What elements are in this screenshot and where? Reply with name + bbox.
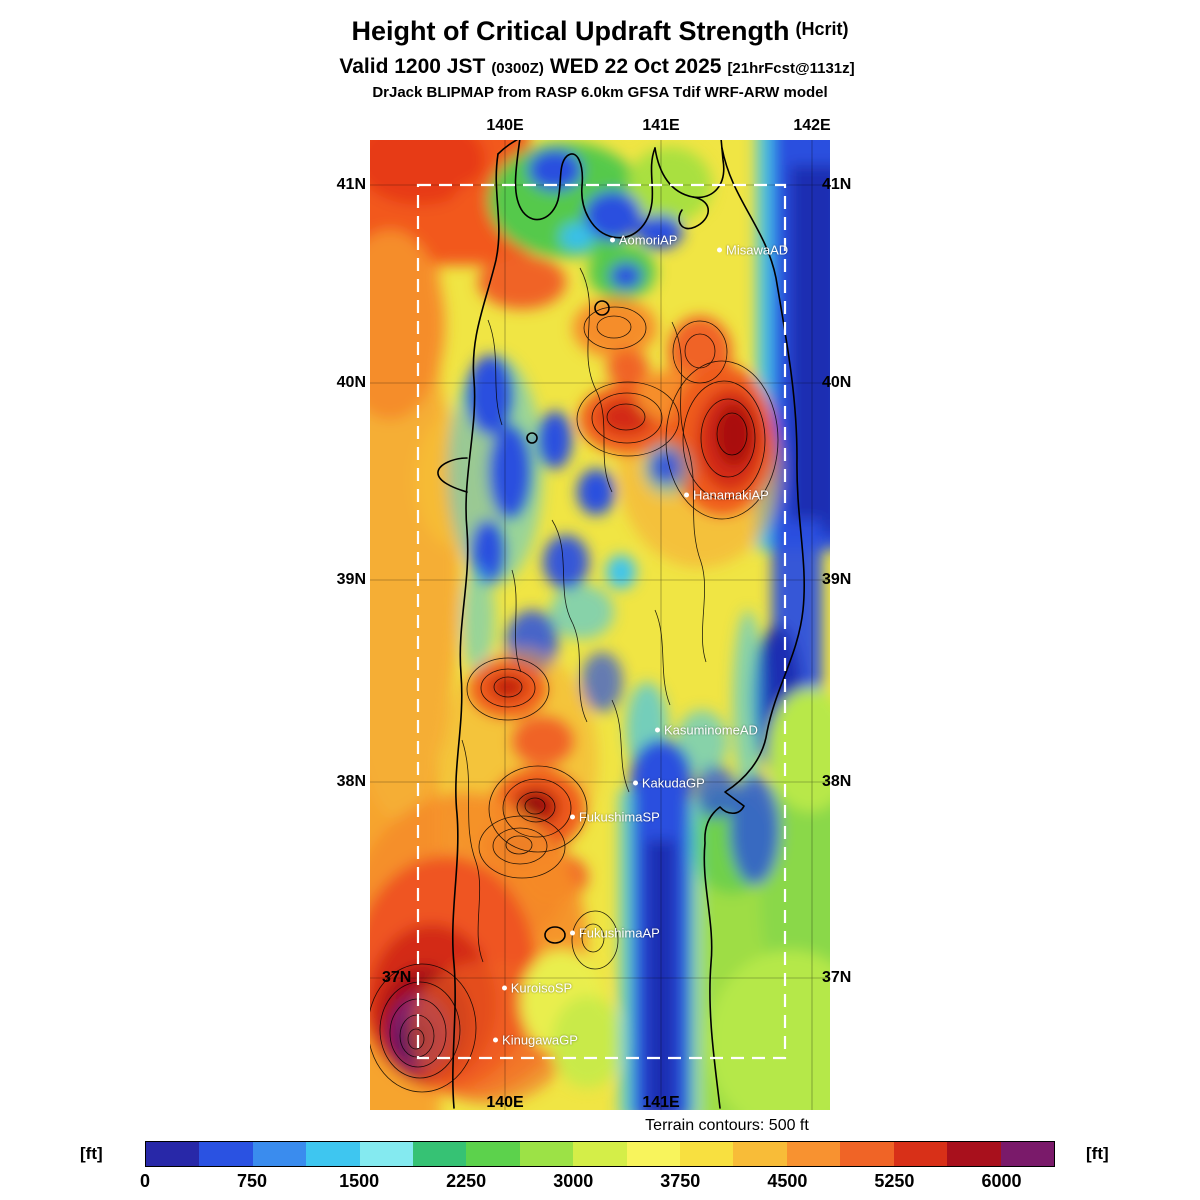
station-label: FukushimaAP bbox=[578, 925, 660, 941]
lat-label-39n-left: 39N bbox=[336, 571, 366, 588]
valid-time-line: Valid 1200 JST (0300Z) WED 22 Oct 2025 [21h… bbox=[0, 55, 1200, 79]
colorbar-segment bbox=[786, 1142, 841, 1166]
lat-label-37n-right: 37N bbox=[822, 969, 852, 986]
colorbar-tick-label: 3000 bbox=[553, 1171, 594, 1191]
lon-label-141e-bottom: 141E bbox=[642, 1094, 680, 1111]
station-label: FukushimaSP bbox=[578, 809, 660, 825]
colorbar-tick-label: 6000 bbox=[981, 1171, 1022, 1191]
colorbar-segment bbox=[840, 1142, 894, 1166]
station-label: HanamakiAP bbox=[692, 487, 769, 503]
station-marker-fukushima-ap: FukushimaAP bbox=[569, 925, 660, 941]
colorbar-tick-label: 750 bbox=[237, 1171, 268, 1191]
page-title: Height of Critical Updraft Strength bbox=[351, 16, 790, 46]
colorbar-segment bbox=[947, 1142, 1001, 1166]
station-marker-kuroiso-sp: KuroisoSP bbox=[501, 980, 573, 996]
station-dot-icon bbox=[569, 930, 575, 936]
colorbar-tick-label: 0 bbox=[139, 1171, 151, 1191]
lat-label-41n-left: 41N bbox=[336, 176, 366, 193]
colorbar-segment bbox=[252, 1142, 307, 1166]
station-marker-aomori-ap: AomoriAP bbox=[609, 232, 678, 248]
colorbar-segment bbox=[306, 1142, 360, 1166]
station-dot-icon bbox=[501, 985, 507, 991]
model-line: DrJack BLIPMAP from RASP 6.0km GFSA Tdif… bbox=[372, 84, 828, 101]
valid-date: WED 22 Oct 2025 bbox=[549, 55, 722, 78]
colorbar-segment bbox=[680, 1142, 734, 1166]
forecast-map: AomoriAP MisawaAD HanamakiAP KasuminomeA… bbox=[370, 140, 830, 1110]
colorbar-segment bbox=[413, 1142, 467, 1166]
station-marker-kakuda-gp: KakudaGP bbox=[632, 775, 705, 791]
lat-label-37n-left: 37N bbox=[382, 969, 412, 986]
station-dot-icon bbox=[632, 780, 638, 786]
colorbar-segment bbox=[1000, 1142, 1054, 1166]
station-marker-misawa-ad: MisawaAD bbox=[717, 242, 788, 257]
lon-label-142e-top: 142E bbox=[793, 117, 831, 134]
lat-label-40n-left: 40N bbox=[336, 374, 366, 391]
lat-label-38n-left: 38N bbox=[336, 773, 366, 790]
station-label: KasuminomeAD bbox=[663, 722, 758, 738]
lat-label-39n-right: 39N bbox=[822, 571, 852, 588]
station-marker-kinugawa-gp: KinugawaGP bbox=[493, 1033, 578, 1048]
forecast-tag: [21hrFcst@1131z] bbox=[727, 60, 855, 77]
title-suffix: (Hcrit) bbox=[795, 19, 849, 39]
station-label: MisawaAD bbox=[726, 242, 789, 258]
colorbar-tick-label: 3750 bbox=[660, 1171, 701, 1191]
lon-label-140e-top: 140E bbox=[486, 117, 524, 134]
colorbar-segment bbox=[199, 1142, 253, 1166]
lon-label-140e-bottom: 140E bbox=[486, 1094, 524, 1111]
station-dot-icon bbox=[683, 492, 689, 498]
station-label: AomoriAP bbox=[618, 232, 678, 248]
lat-label-40n-right: 40N bbox=[822, 374, 852, 391]
map-canvas bbox=[370, 140, 830, 1110]
colorbar-segment bbox=[359, 1142, 414, 1166]
station-marker-kasuminome-ad: KasuminomeAD bbox=[654, 722, 758, 738]
station-marker-hanamaki-ap: HanamakiAP bbox=[683, 487, 769, 503]
colorbar-segment bbox=[519, 1142, 574, 1166]
station-label: KuroisoSP bbox=[510, 980, 573, 996]
station-dot-icon bbox=[609, 237, 615, 243]
valid-zulu: (0300Z) bbox=[491, 60, 544, 77]
station-marker-fukushima-sp: FukushimaSP bbox=[569, 809, 660, 825]
colorbar-tick-label: 5250 bbox=[874, 1171, 915, 1191]
station-dot-icon bbox=[493, 1037, 499, 1043]
station-label: KakudaGP bbox=[641, 775, 705, 791]
station-dot-icon bbox=[654, 727, 660, 733]
colorbar-track bbox=[145, 1141, 1055, 1167]
colorbar-segment bbox=[626, 1142, 681, 1166]
colorbar-tick-label: 4500 bbox=[767, 1171, 808, 1191]
colorbar-unit-right: [ft] bbox=[1086, 1144, 1109, 1163]
colorbar-unit-left: [ft] bbox=[80, 1144, 103, 1163]
lat-label-38n-right: 38N bbox=[822, 773, 852, 790]
valid-prefix: Valid 1200 JST bbox=[339, 55, 486, 78]
terrain-contours-note: Terrain contours: 500 ft bbox=[645, 1117, 809, 1134]
station-label: KinugawaGP bbox=[502, 1032, 578, 1048]
station-dot-icon bbox=[717, 247, 723, 253]
colorbar-segment bbox=[146, 1142, 200, 1166]
header-title-line: Height of Critical Updraft Strength (Hcri… bbox=[0, 16, 1200, 47]
colorbar-segment bbox=[466, 1142, 520, 1166]
lat-label-41n-right: 41N bbox=[822, 176, 852, 193]
colorbar-segment bbox=[573, 1142, 627, 1166]
colorbar-segment bbox=[733, 1142, 787, 1166]
lon-label-141e-top: 141E bbox=[642, 117, 680, 134]
colorbar-tick-label: 2250 bbox=[446, 1171, 487, 1191]
colorbar-segment bbox=[893, 1142, 948, 1166]
colorbar-tick-row: 0 750 1500 2250 3000 3750 4500 5250 6000 bbox=[140, 1171, 1055, 1193]
colorbar-tick-label: 1500 bbox=[339, 1171, 380, 1191]
station-dot-icon bbox=[569, 814, 575, 820]
